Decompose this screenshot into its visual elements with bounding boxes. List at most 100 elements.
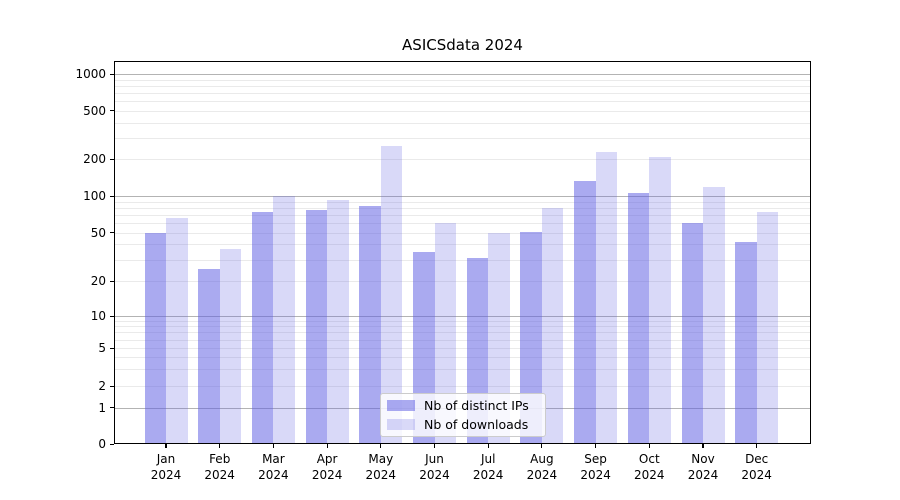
- x-tick-label: Dec 2024: [741, 452, 772, 482]
- y-tick-label: 100: [83, 189, 106, 203]
- y-tick-label: 10: [90, 309, 106, 323]
- gridline-minor: [114, 339, 811, 341]
- gridline-minor: [114, 386, 811, 387]
- bar-distinct-ips-oct: [627, 193, 650, 444]
- x-tick-mark: [380, 444, 382, 448]
- x-tick-mark: [648, 444, 650, 448]
- gridline-minor: [114, 79, 811, 81]
- y-tick-label: 500: [83, 103, 106, 118]
- x-tick-label: Oct 2024: [634, 452, 665, 482]
- y-tick-mark: [110, 158, 114, 160]
- gridline-minor: [114, 348, 811, 349]
- x-tick-label: Feb 2024: [204, 452, 235, 482]
- x-tick-mark: [326, 444, 328, 448]
- legend-item-distinct-ips: Nb of distinct IPs: [387, 398, 539, 414]
- legend-swatch-downloads: [387, 418, 415, 430]
- y-tick-mark: [110, 315, 114, 317]
- bar-distinct-ips-feb: [198, 269, 220, 444]
- gridline-major: [114, 316, 811, 317]
- gridline-minor: [114, 244, 811, 246]
- gridline-minor: [114, 320, 811, 322]
- bar-distinct-ips-may: [359, 205, 381, 444]
- bar-downloads-sep: [595, 151, 618, 444]
- legend-swatch-distinct-ips: [387, 400, 415, 412]
- gridline-minor: [114, 369, 811, 371]
- plot-area: Nb of distinct IPs Nb of downloads: [114, 61, 811, 444]
- y-tick-label: 1: [98, 400, 106, 415]
- bar-distinct-ips-sep: [574, 180, 596, 444]
- bar-downloads-nov: [703, 186, 725, 444]
- bar-distinct-ips-aug: [520, 231, 542, 444]
- gridline-minor: [114, 201, 811, 203]
- x-tick-mark: [165, 444, 167, 448]
- y-tick-mark: [110, 110, 114, 112]
- bar-distinct-ips-dec: [735, 241, 757, 444]
- gridline-major: [114, 196, 811, 197]
- legend-label-downloads: Nb of downloads: [424, 416, 529, 432]
- bar-downloads-jun: [434, 223, 456, 444]
- gridline-minor: [114, 159, 811, 161]
- gridline-minor: [114, 92, 811, 94]
- x-tick-label: Jul 2024: [472, 452, 504, 482]
- bar-distinct-ips-jan: [144, 232, 166, 444]
- y-tick-mark: [110, 232, 114, 234]
- y-tick-label: 0: [98, 437, 106, 451]
- bar-downloads-jan: [166, 218, 188, 444]
- gridline-minor: [114, 101, 811, 103]
- gridline-minor: [114, 214, 811, 216]
- bar-downloads-jul: [488, 232, 510, 444]
- chart-title: ASICSdata 2024: [402, 36, 523, 54]
- gridline-minor: [114, 110, 811, 112]
- x-tick-mark: [541, 444, 543, 448]
- y-tick-label: 2: [98, 379, 106, 393]
- bar-downloads-apr: [327, 199, 349, 444]
- x-tick-mark: [595, 444, 597, 448]
- gridline-minor: [114, 326, 811, 328]
- gridline-minor: [114, 259, 811, 261]
- x-tick-label: Apr 2024: [311, 452, 343, 482]
- x-tick-mark: [272, 444, 274, 448]
- x-tick-label: Mar 2024: [258, 452, 289, 482]
- gridline-minor: [114, 357, 811, 359]
- x-tick-label: May 2024: [365, 452, 397, 482]
- x-tick-mark: [756, 444, 758, 448]
- bar-distinct-ips-apr: [305, 209, 328, 444]
- y-tick-mark: [110, 407, 114, 409]
- bar-downloads-aug: [541, 208, 564, 444]
- y-tick-label: 200: [83, 152, 106, 167]
- legend-item-downloads: Nb of downloads: [387, 417, 539, 433]
- bar-downloads-oct: [649, 157, 671, 444]
- y-tick-mark: [110, 280, 114, 282]
- gridline-minor: [114, 281, 811, 282]
- legend-label-distinct-ips: Nb of distinct IPs: [424, 398, 529, 414]
- bar-downloads-mar: [273, 196, 295, 444]
- gridline-minor: [114, 85, 811, 87]
- y-tick-mark: [110, 443, 114, 445]
- bar-downloads-may: [380, 146, 403, 444]
- x-tick-mark: [487, 444, 489, 448]
- x-tick-label: Aug 2024: [526, 452, 558, 482]
- gridline-major: [114, 74, 811, 75]
- gridline-minor: [114, 137, 811, 139]
- x-tick-mark: [433, 444, 436, 448]
- y-tick-label: 1000: [75, 67, 106, 81]
- y-tick-label: 50: [90, 225, 106, 240]
- y-tick-mark: [110, 347, 114, 349]
- gridline-minor: [114, 223, 811, 225]
- bar-downloads-dec: [756, 211, 779, 444]
- x-tick-label: Sep 2024: [580, 452, 611, 482]
- gridline-minor: [114, 232, 811, 234]
- y-tick-mark: [110, 73, 114, 75]
- bar-downloads-feb: [219, 248, 242, 444]
- x-tick-label: Jan 2024: [150, 452, 182, 482]
- y-tick-label: 20: [90, 274, 106, 288]
- gridline-minor: [114, 122, 811, 124]
- x-tick-mark: [702, 444, 704, 448]
- legend: Nb of distinct IPs Nb of downloads: [380, 393, 546, 437]
- bar-distinct-ips-mar: [251, 211, 274, 444]
- gridline-minor: [114, 207, 811, 209]
- bar-distinct-ips-nov: [681, 223, 703, 444]
- x-tick-mark: [219, 444, 221, 448]
- x-tick-label: Nov 2024: [687, 452, 719, 482]
